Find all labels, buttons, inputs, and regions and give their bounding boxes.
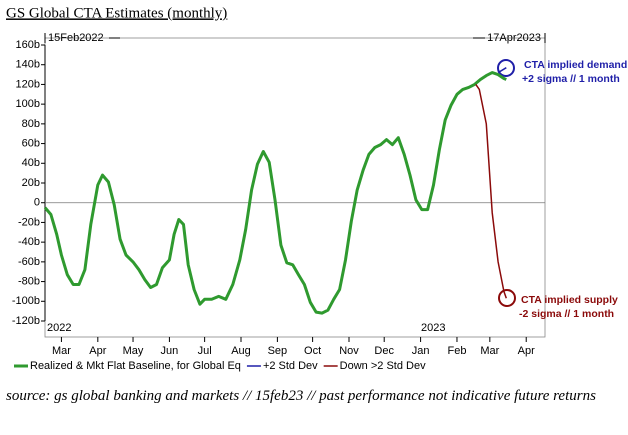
y-tick-label: 80b bbox=[22, 118, 40, 130]
y-tick-label: -80b bbox=[18, 275, 40, 287]
legend-label: Realized & Mkt Flat Baseline, for Global… bbox=[30, 360, 241, 372]
annotation: +2 sigma // 1 month bbox=[522, 73, 620, 85]
legend-label: +2 Std Dev bbox=[263, 360, 318, 372]
x-tick-label: Nov bbox=[339, 345, 359, 357]
x-tick-label: Feb bbox=[447, 345, 466, 357]
x-tick-label: Mar bbox=[52, 345, 71, 357]
x-tick-label: Mar bbox=[480, 345, 499, 357]
y-tick-label: 20b bbox=[22, 177, 40, 189]
y-tick-label: -20b bbox=[18, 216, 40, 228]
plot-frame bbox=[44, 37, 546, 338]
x-tick-label: Jun bbox=[161, 345, 179, 357]
x-tick-label: Apr bbox=[89, 345, 106, 357]
x-tick-label: Aug bbox=[231, 345, 251, 357]
y-tick-label: 120b bbox=[16, 78, 40, 90]
series-line bbox=[475, 83, 508, 299]
x-tick-label: Apr bbox=[518, 345, 535, 357]
year-label: 2022 bbox=[47, 322, 71, 334]
range-start-label: 15Feb2022 bbox=[48, 32, 104, 44]
y-tick-label: -40b bbox=[18, 236, 40, 248]
y-tick-label: -100b bbox=[12, 295, 40, 307]
annotation: -2 sigma // 1 month bbox=[519, 308, 614, 320]
x-tick-label: Oct bbox=[304, 345, 321, 357]
range-end-label: 17Apr2023 bbox=[487, 32, 541, 44]
supply-circle bbox=[498, 289, 516, 307]
y-tick-label: 160b bbox=[16, 39, 40, 51]
y-tick-label: 40b bbox=[22, 157, 40, 169]
x-tick-label: Dec bbox=[374, 345, 394, 357]
x-tick-label: Jan bbox=[412, 345, 430, 357]
x-tick-label: Sep bbox=[268, 345, 288, 357]
y-tick-label: 100b bbox=[16, 98, 40, 110]
y-tick-label: 0 bbox=[34, 197, 40, 209]
legend-label: Down >2 Std Dev bbox=[340, 360, 426, 372]
chart-title: GS Global CTA Estimates (monthly) bbox=[6, 5, 227, 21]
series-line bbox=[497, 67, 507, 74]
x-tick-label: May bbox=[123, 345, 144, 357]
chart: GS Global CTA Estimates (monthly) 15Feb2… bbox=[6, 5, 627, 372]
source-note: source: gs global banking and markets //… bbox=[6, 388, 596, 404]
series-line bbox=[43, 71, 507, 315]
y-tick-label: 60b bbox=[22, 137, 40, 149]
y-tick-label: 140b bbox=[16, 59, 40, 71]
year-label: 2023 bbox=[421, 322, 445, 334]
annotation: CTA implied demand bbox=[524, 59, 627, 71]
y-tick-label: -60b bbox=[18, 256, 40, 268]
x-tick-label: Jul bbox=[198, 345, 212, 357]
y-tick-label: -120b bbox=[12, 315, 40, 327]
annotation: CTA implied supply bbox=[521, 294, 618, 306]
demand-circle bbox=[497, 59, 515, 77]
